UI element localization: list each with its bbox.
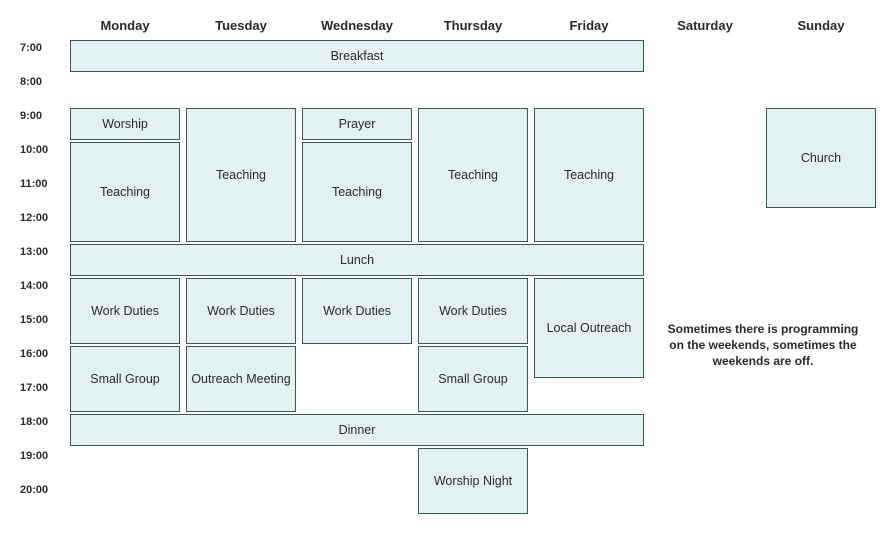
- block-breakfast: Breakfast: [70, 40, 644, 72]
- time-label: 15:00: [20, 312, 64, 326]
- block-mon-worship: Worship: [70, 108, 180, 140]
- time-label: 18:00: [20, 414, 64, 428]
- time-label: 20:00: [20, 482, 64, 496]
- weekend-note: Sometimes there is programming on the we…: [650, 278, 876, 412]
- time-label: 7:00: [20, 40, 64, 54]
- day-header-sunday: Sunday: [766, 18, 876, 33]
- weekly-schedule-grid: Monday Tuesday Wednesday Thursday Friday…: [20, 12, 876, 514]
- time-label: 8:00: [20, 74, 64, 88]
- block-wed-work: Work Duties: [302, 278, 412, 344]
- block-thu-work: Work Duties: [418, 278, 528, 344]
- time-label: 11:00: [20, 176, 64, 190]
- block-thu-teaching: Teaching: [418, 108, 528, 242]
- block-wed-teaching: Teaching: [302, 142, 412, 242]
- block-fri-outreach: Local Outreach: [534, 278, 644, 378]
- block-sun-church: Church: [766, 108, 876, 208]
- block-thu-smallgroup: Small Group: [418, 346, 528, 412]
- day-header-tuesday: Tuesday: [186, 18, 296, 33]
- block-mon-work: Work Duties: [70, 278, 180, 344]
- block-wed-prayer: Prayer: [302, 108, 412, 140]
- day-header-saturday: Saturday: [650, 18, 760, 33]
- time-label: 16:00: [20, 346, 64, 360]
- block-tue-work: Work Duties: [186, 278, 296, 344]
- day-header-thursday: Thursday: [418, 18, 528, 33]
- time-label: 19:00: [20, 448, 64, 462]
- block-dinner: Dinner: [70, 414, 644, 446]
- time-label: 17:00: [20, 380, 64, 394]
- time-label: 14:00: [20, 278, 64, 292]
- time-label: 12:00: [20, 210, 64, 224]
- time-label: 10:00: [20, 142, 64, 156]
- time-label: 9:00: [20, 108, 64, 122]
- day-header-monday: Monday: [70, 18, 180, 33]
- time-label: 13:00: [20, 244, 64, 258]
- block-lunch: Lunch: [70, 244, 644, 276]
- day-header-friday: Friday: [534, 18, 644, 33]
- block-mon-teaching: Teaching: [70, 142, 180, 242]
- block-tue-outreach-mtg: Outreach Meeting: [186, 346, 296, 412]
- block-tue-teaching: Teaching: [186, 108, 296, 242]
- block-thu-worshipnight: Worship Night: [418, 448, 528, 514]
- block-fri-teaching: Teaching: [534, 108, 644, 242]
- day-header-wednesday: Wednesday: [302, 18, 412, 33]
- block-mon-smallgroup: Small Group: [70, 346, 180, 412]
